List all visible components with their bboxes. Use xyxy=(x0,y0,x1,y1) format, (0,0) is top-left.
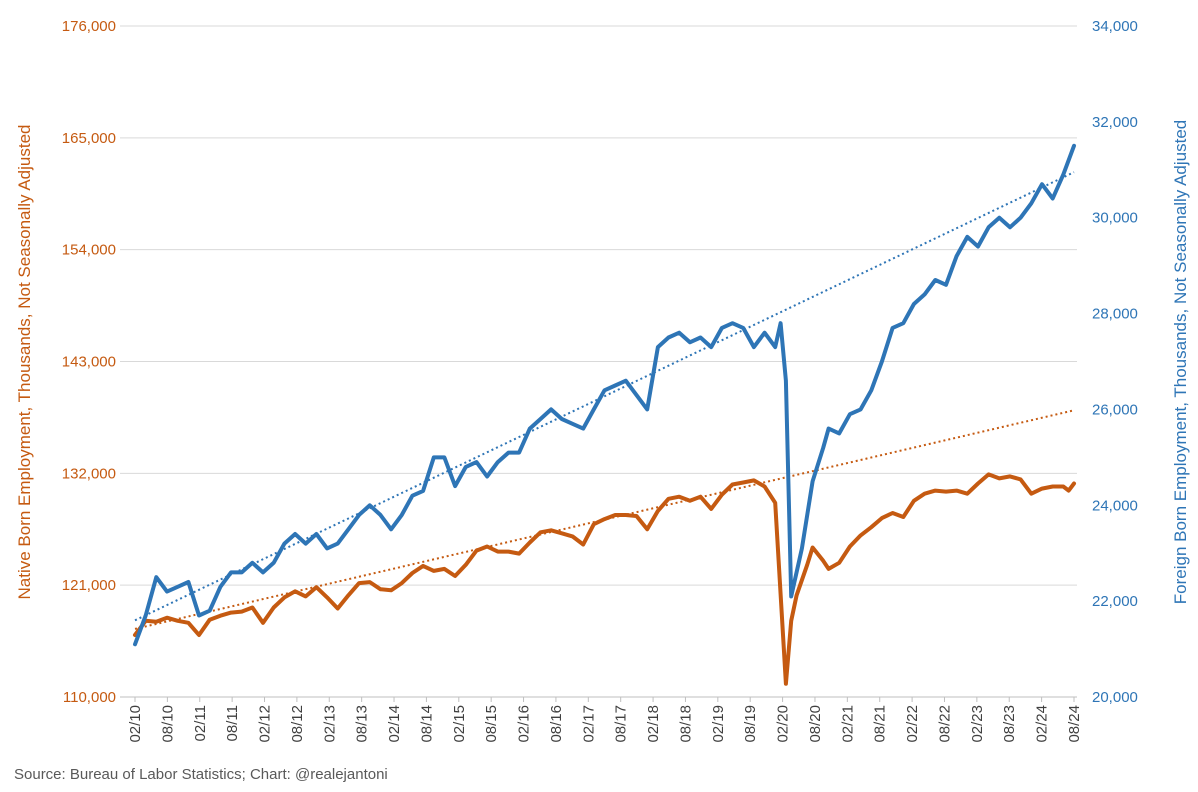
left-series-line xyxy=(133,472,1076,686)
left-tick-label: 121,000 xyxy=(62,577,116,594)
x-tick-label: 08/22 xyxy=(936,705,953,743)
x-tick-label: 02/22 xyxy=(904,705,921,743)
x-tick-label: 08/17 xyxy=(613,705,630,743)
x-tick-label: 02/11 xyxy=(192,705,209,741)
right-tick-label: 20,000 xyxy=(1092,689,1138,706)
x-tick-label: 02/21 xyxy=(839,705,856,743)
left-axis-ticks: 110,000 121,000 132,000 143,000 154,000 165,0… xyxy=(62,18,116,706)
x-tick-label: 02/18 xyxy=(645,705,662,743)
left-axis-title: Native Born Employment, Thousands, Not S… xyxy=(15,124,34,599)
x-tick-label: 08/11 xyxy=(224,705,241,741)
x-tick-label: 02/24 xyxy=(1034,705,1051,743)
left-tick-label: 132,000 xyxy=(62,465,116,482)
x-tick-label: 02/19 xyxy=(710,705,727,743)
x-tick-label: 08/12 xyxy=(289,705,306,743)
left-tick-label: 143,000 xyxy=(62,354,116,371)
left-tick-label: 154,000 xyxy=(62,242,116,259)
x-tick-label: 02/20 xyxy=(775,705,792,743)
x-tick-label: 08/16 xyxy=(548,705,565,743)
right-tick-label: 24,000 xyxy=(1092,497,1138,514)
x-tick-label: 02/17 xyxy=(580,705,597,743)
right-tick-label: 30,000 xyxy=(1092,210,1138,227)
x-tick-label: 08/21 xyxy=(872,705,889,743)
right-tick-label: 28,000 xyxy=(1092,306,1138,323)
x-tick-label: 08/23 xyxy=(1001,705,1018,743)
x-tick-label: 08/13 xyxy=(354,705,371,743)
x-tick-label: 08/20 xyxy=(807,705,824,743)
x-tick-label: 08/14 xyxy=(418,705,435,743)
x-tick-label: 08/18 xyxy=(677,705,694,743)
right-series-line xyxy=(133,143,1076,647)
right-axis-title: Foreign Born Employment, Thousands, Not … xyxy=(1171,120,1190,604)
right-trendline xyxy=(134,171,1075,622)
x-axis-ticks: 02/10 08/10 02/11 08/11 02/12 08/12 02/13 08/13… xyxy=(127,697,1083,743)
x-tick-label: 08/24 xyxy=(1066,705,1083,743)
right-tick-label: 26,000 xyxy=(1092,401,1138,418)
x-tick-label: 02/13 xyxy=(321,705,338,743)
x-tick-label: 08/15 xyxy=(483,705,500,743)
x-tick-label: 02/16 xyxy=(516,705,533,743)
right-tick-label: 34,000 xyxy=(1092,18,1138,35)
x-tick-label: 02/15 xyxy=(451,705,468,743)
right-tick-label: 22,000 xyxy=(1092,593,1138,610)
x-tick-label: 08/19 xyxy=(742,705,759,743)
gridlines xyxy=(120,25,1077,698)
left-tick-label: 165,000 xyxy=(62,130,116,147)
x-tick-label: 02/12 xyxy=(257,705,274,743)
right-tick-label: 32,000 xyxy=(1092,114,1138,131)
x-tick-label: 02/14 xyxy=(386,705,403,743)
series-lines xyxy=(133,143,1076,686)
right-axis-ticks: 20,000 22,000 24,000 26,000 28,000 30,000 32,0… xyxy=(1092,18,1138,706)
x-tick-label: 02/10 xyxy=(127,705,144,743)
source-note: Source: Bureau of Labor Statistics; Char… xyxy=(14,766,388,783)
x-tick-label: 02/23 xyxy=(969,705,986,743)
left-tick-label: 110,000 xyxy=(63,689,116,706)
left-tick-label: 176,000 xyxy=(62,18,116,35)
x-tick-label: 08/10 xyxy=(159,705,176,743)
